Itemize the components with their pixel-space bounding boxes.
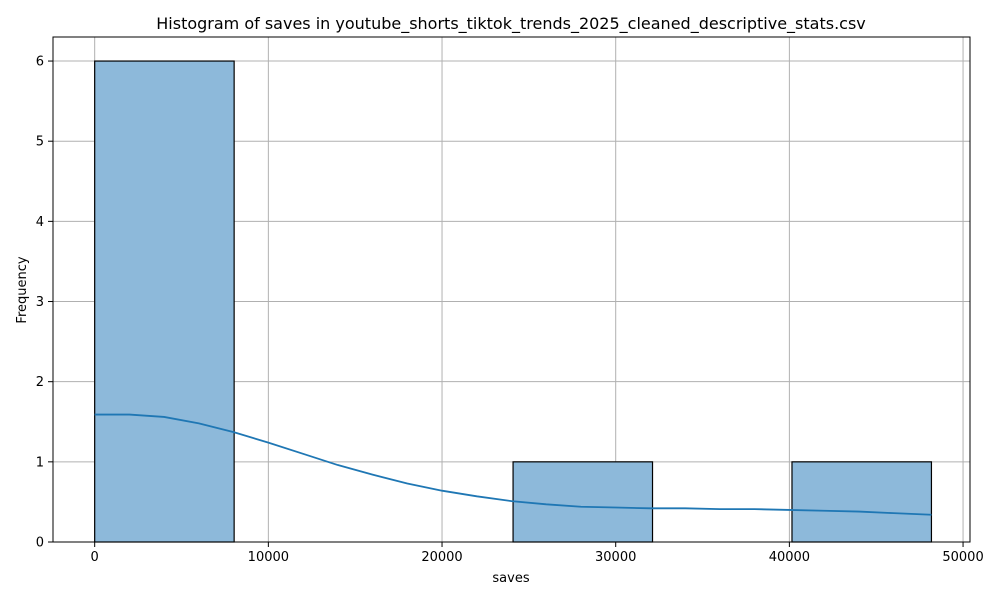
y-tick-label: 5 [36, 135, 44, 150]
x-tick-label: 10000 [248, 550, 289, 565]
histogram-bars [94, 60, 933, 543]
x-tick-label: 50000 [942, 550, 983, 565]
y-tick-label: 4 [36, 215, 44, 230]
histogram-bar [512, 461, 654, 543]
kde-curve-group [94, 413, 932, 516]
x-tick-label: 40000 [769, 550, 810, 565]
histogram-bar [791, 461, 933, 543]
y-tick-label: 2 [36, 375, 44, 390]
x-tick-label: 30000 [595, 550, 636, 565]
y-tick-label: 0 [36, 536, 44, 551]
plot-area-frame [52, 36, 971, 543]
axis-ticks: 0 10000 20000 30000 40000 50000 0 1 2 3 4 5 6 [36, 55, 984, 565]
y-axis-title: Frequency [15, 256, 30, 323]
chart-title: Histogram of saves in youtube_shorts_tik… [156, 14, 866, 34]
y-tick-label: 1 [36, 455, 44, 470]
histogram-bar [94, 60, 235, 543]
x-axis-title: saves [492, 571, 529, 586]
x-tick-label: 20000 [421, 550, 462, 565]
y-tick-label: 6 [36, 55, 44, 70]
x-tick-label: 0 [91, 550, 99, 565]
kde-line [94, 413, 932, 516]
y-tick-label: 3 [36, 295, 44, 310]
